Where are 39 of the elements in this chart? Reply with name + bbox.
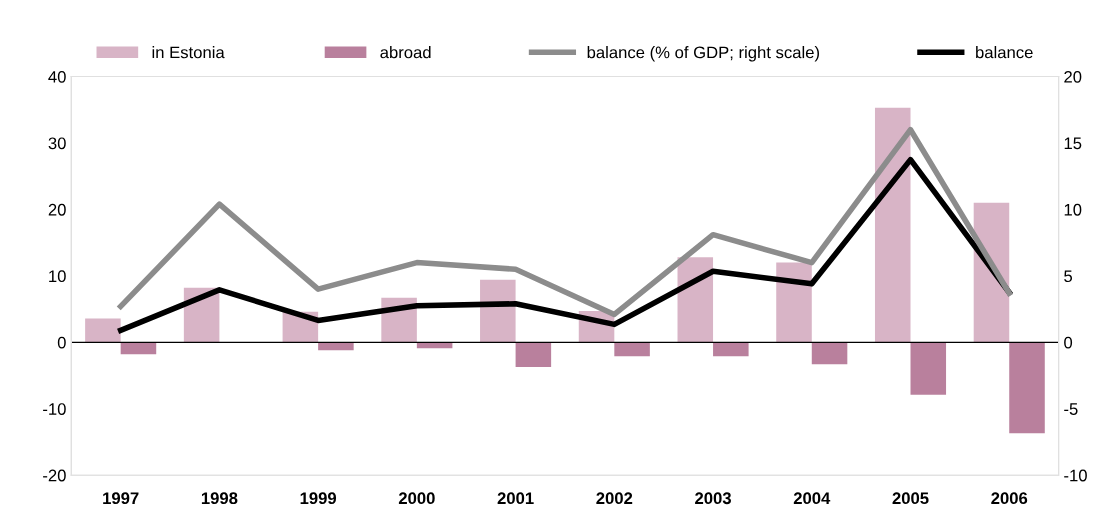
x-tick-label: 1997 [103,492,139,505]
bar [1009,342,1045,434]
bar [515,342,552,367]
y2-tick-label: 20 [1064,70,1082,83]
bar [614,342,650,357]
x-tick-label: 2000 [398,492,435,505]
x-tick-label: 2002 [596,492,633,505]
bar [811,342,848,365]
x-tick-label: 2005 [892,492,929,505]
x-tick-label: 1998 [201,492,238,505]
y2-tick-label: 15 [1064,137,1082,150]
bar [120,342,157,355]
legend-label: in Estonia [152,46,225,59]
x-tick-label: 2001 [497,492,534,505]
y-tick-label: -10 [43,403,66,415]
bar [776,262,812,343]
bar [874,107,911,343]
x-tick-label: 2006 [991,492,1028,505]
legend-label: abroad [380,46,431,59]
y-tick-label: 10 [49,270,66,283]
y2-tick-label: 10 [1064,203,1082,216]
x-tick-label: 1999 [300,492,337,505]
legend-label: balance [976,46,1033,59]
y-tick-label: -20 [43,469,66,482]
bar [85,318,121,343]
bar [910,342,947,395]
bar [713,342,749,357]
y2-tick-label: -10 [1064,469,1087,482]
y2-tick-label: -5 [1064,403,1078,415]
y-tick-label: 40 [48,70,66,83]
bar [480,279,516,343]
x-tick-label: 2003 [695,492,731,505]
x-tick-label: 2004 [793,492,831,505]
y-tick-label: 20 [48,203,66,216]
legend-label: balance (% of GDP; right scale) [587,46,819,62]
y-tick-label: 30 [48,137,66,150]
y2-tick-label: 0 [1064,336,1073,349]
y2-tick-label: 5 [1064,270,1073,283]
y-tick-label: 0 [57,336,66,349]
